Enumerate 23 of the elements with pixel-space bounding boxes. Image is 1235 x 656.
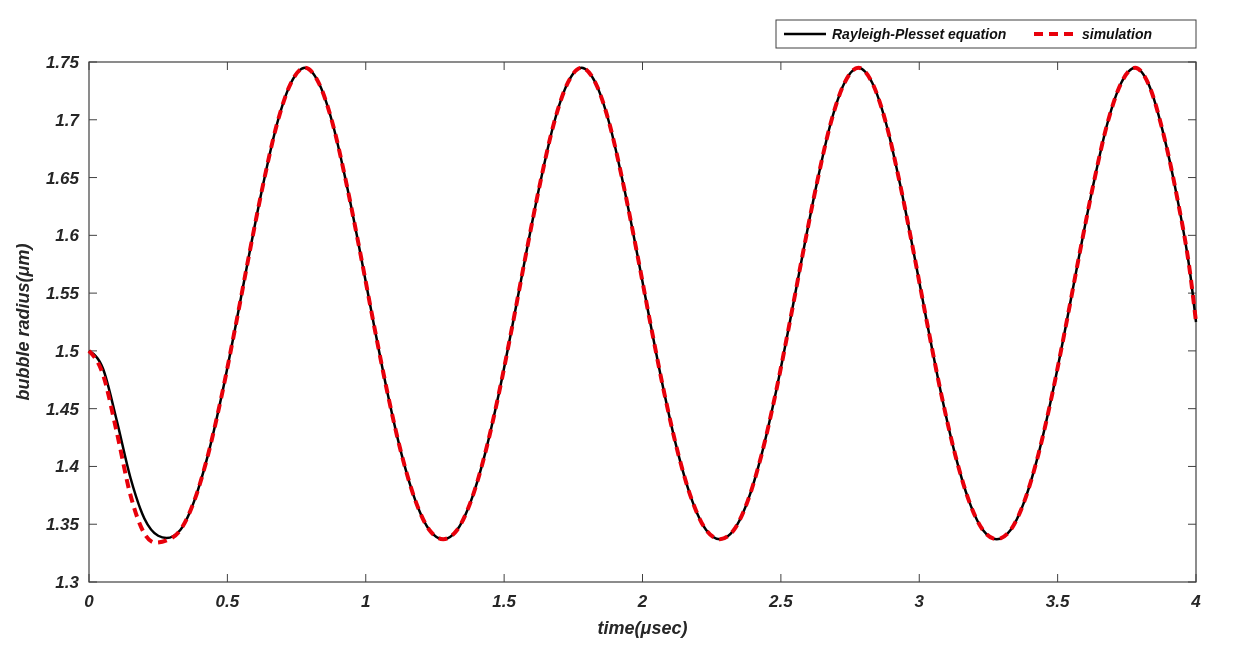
x-tick-label: 3.5 (1045, 592, 1070, 611)
x-tick-label: 1.5 (492, 592, 517, 611)
x-tick-label: 3 (914, 592, 925, 611)
y-tick-label: 1.6 (55, 226, 80, 246)
x-tick-label: 0 (84, 592, 95, 611)
x-tick-label: 2.5 (768, 592, 794, 611)
x-tick-label: 0.5 (215, 592, 240, 611)
y-tick-label: 1.7 (55, 110, 81, 130)
y-tick-label: 1.65 (45, 168, 80, 188)
y-tick-label: 1.55 (45, 284, 80, 304)
legend-label: Rayleigh-Plesset equation (832, 25, 1007, 42)
y-tick-label: 1.45 (45, 399, 80, 419)
x-axis-title: time(μsec) (597, 618, 688, 638)
y-tick-label: 1.35 (45, 515, 80, 535)
y-tick-label: 1.4 (55, 457, 80, 477)
y-tick-label: 1.5 (55, 341, 80, 361)
x-tick-label: 4 (1190, 592, 1202, 611)
y-axis-title: bubble radius(μm) (13, 243, 33, 401)
y-tick-label: 1.3 (55, 572, 80, 592)
x-tick-label: 2 (636, 592, 648, 611)
legend-label: simulation (1082, 25, 1153, 42)
y-tick-label: 1.75 (45, 52, 80, 72)
x-tick-label: 1 (361, 592, 371, 611)
